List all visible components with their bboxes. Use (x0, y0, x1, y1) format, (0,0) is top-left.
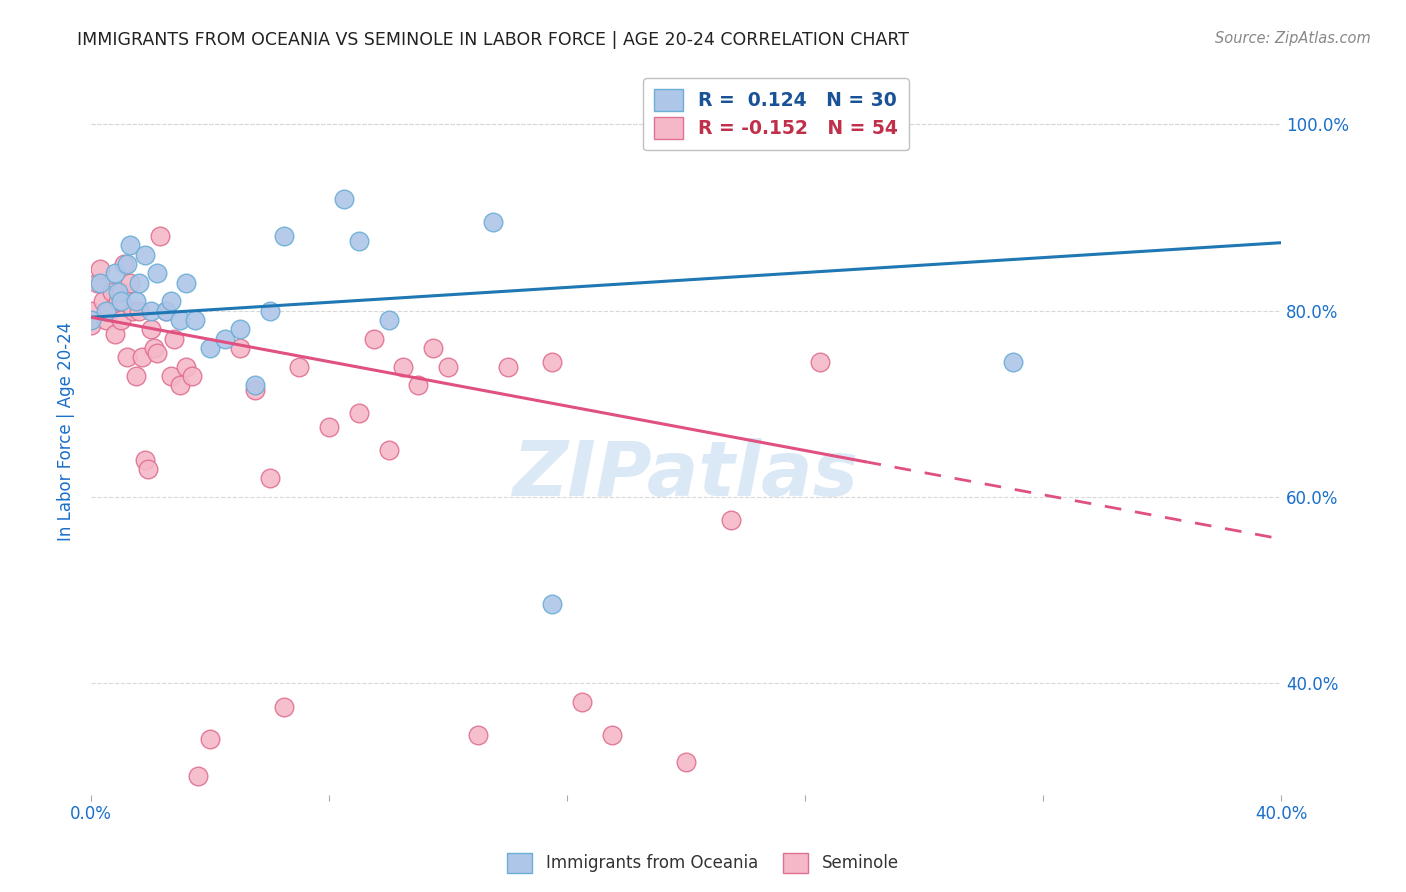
Point (101, 285, 124, 299)
Text: ZIPatlas: ZIPatlas (513, 438, 859, 512)
Point (104, 326, 127, 341)
Y-axis label: In Labor Force | Age 20-24: In Labor Force | Age 20-24 (58, 322, 75, 541)
Point (110, 285, 132, 299)
Point (128, 303, 150, 318)
Point (243, 383, 266, 397)
Point (259, 471, 281, 485)
Point (80, 303, 103, 318)
Point (720, 513, 742, 527)
Point (128, 276, 150, 290)
Point (125, 368, 148, 383)
Point (118, 276, 141, 290)
Point (481, 215, 503, 229)
Point (94, 303, 117, 318)
Point (89, 261, 111, 276)
Point (496, 359, 519, 374)
Point (347, 234, 370, 248)
Point (187, 769, 209, 783)
Point (600, 727, 623, 741)
Point (437, 359, 460, 374)
Point (214, 332, 236, 346)
Point (541, 355, 564, 369)
Point (318, 420, 340, 434)
Point (139, 322, 162, 336)
Point (118, 238, 141, 252)
Point (571, 695, 593, 709)
Point (160, 294, 183, 309)
Point (136, 462, 159, 476)
Point (541, 597, 564, 611)
Point (377, 313, 399, 327)
Point (176, 359, 198, 374)
Point (675, 756, 697, 770)
Point (377, 443, 399, 458)
Point (229, 322, 252, 336)
Point (273, 229, 295, 244)
Point (142, 341, 165, 355)
Point (160, 368, 183, 383)
Point (163, 332, 186, 346)
Point (145, 267, 167, 281)
Point (288, 359, 311, 374)
Point (1002, 355, 1025, 369)
Point (107, 294, 129, 309)
Point (808, 355, 831, 369)
Point (347, 406, 370, 420)
Point (134, 452, 156, 467)
Point (89, 276, 111, 290)
Point (198, 341, 221, 355)
Point (259, 303, 281, 318)
Point (115, 351, 138, 365)
Point (94, 313, 117, 327)
Point (98, 303, 121, 318)
Point (184, 313, 207, 327)
Point (408, 378, 430, 392)
Point (273, 699, 295, 714)
Point (110, 313, 132, 327)
Point (125, 294, 148, 309)
Point (145, 345, 167, 359)
Legend: Immigrants from Oceania, Seminole: Immigrants from Oceania, Seminole (501, 847, 905, 880)
Point (155, 303, 177, 318)
Point (104, 267, 127, 281)
Point (115, 257, 138, 271)
Point (121, 303, 143, 318)
Point (467, 727, 489, 741)
Point (91, 294, 114, 309)
Point (198, 732, 221, 747)
Point (134, 248, 156, 262)
Point (107, 285, 129, 299)
Legend: R =  0.124   N = 30, R = -0.152   N = 54: R = 0.124 N = 30, R = -0.152 N = 54 (643, 78, 908, 150)
Point (139, 303, 162, 318)
Point (131, 351, 153, 365)
Point (176, 276, 198, 290)
Point (169, 378, 191, 392)
Point (80, 313, 103, 327)
Point (155, 303, 177, 318)
Point (86, 276, 108, 290)
Point (148, 229, 170, 244)
Text: IMMIGRANTS FROM OCEANIA VS SEMINOLE IN LABOR FORCE | AGE 20-24 CORRELATION CHART: IMMIGRANTS FROM OCEANIA VS SEMINOLE IN L… (77, 31, 910, 49)
Point (80, 318, 103, 332)
Point (243, 378, 266, 392)
Point (333, 192, 356, 206)
Point (229, 341, 252, 355)
Point (392, 359, 415, 374)
Point (110, 294, 132, 309)
Point (422, 341, 444, 355)
Point (363, 332, 385, 346)
Point (169, 313, 191, 327)
Point (181, 368, 204, 383)
Point (112, 257, 135, 271)
Text: Source: ZipAtlas.com: Source: ZipAtlas.com (1215, 31, 1371, 46)
